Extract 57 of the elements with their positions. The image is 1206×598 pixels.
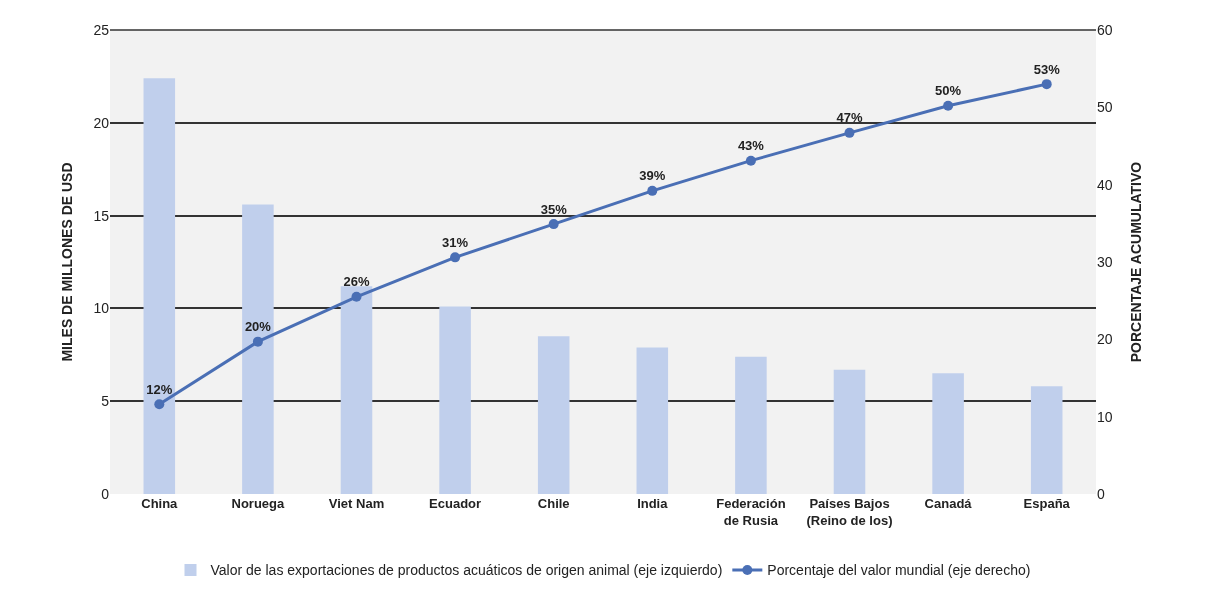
bar — [242, 204, 274, 494]
data-label: 12% — [146, 381, 173, 397]
y2-tick-label: 30 — [1097, 253, 1113, 270]
bar — [537, 336, 570, 494]
data-label: 31% — [442, 234, 469, 250]
bar — [932, 373, 964, 494]
data-label: 26% — [343, 274, 370, 290]
y2-tick-label: 60 — [1097, 21, 1113, 38]
y-tick-label: 5 — [101, 393, 110, 410]
y2-tick-label: 50 — [1097, 99, 1113, 116]
x-tick-label: Países Bajos (Reino de los) — [806, 496, 893, 528]
x-tick-label: India — [637, 496, 669, 511]
data-label: 50% — [935, 83, 962, 99]
point — [943, 100, 954, 111]
bar — [143, 78, 176, 494]
y-tick-label: 0 — [101, 485, 110, 502]
y2-tick-label: 0 — [1097, 485, 1105, 502]
bar — [340, 286, 373, 494]
y-tick-label: 25 — [93, 21, 110, 38]
x-tick-label: España — [1023, 496, 1071, 511]
point — [844, 127, 855, 138]
point — [1041, 79, 1052, 90]
x-tick-label: Federación de Rusia — [716, 496, 786, 528]
data-label: 47% — [836, 110, 863, 126]
data-label: 53% — [1033, 61, 1061, 77]
y-tick-label: 15 — [93, 207, 110, 224]
y-tick-label: 20 — [93, 114, 110, 131]
point — [154, 399, 165, 410]
x-tick-label: Viet Nam — [328, 496, 385, 511]
point — [450, 252, 461, 263]
y2-axis-title: PORCENTAJE ACUMULATIVO — [1128, 161, 1144, 363]
data-label: 43% — [737, 138, 765, 154]
bar — [735, 356, 767, 494]
y-tick-label: 10 — [93, 300, 110, 317]
bar — [439, 306, 471, 494]
x-tick-label: Ecuador — [429, 496, 482, 511]
point — [745, 155, 756, 166]
y2-tick-label: 10 — [1097, 408, 1113, 425]
x-tick-label: Noruega — [231, 496, 286, 511]
point — [647, 185, 658, 196]
bar — [833, 369, 866, 494]
x-tick-label: Canadá — [924, 496, 973, 511]
legend-label: Porcentaje del valor mundial (eje derecho) — [767, 562, 1031, 579]
legend-label: Valor de las exportaciones de productos acuáticos de origen animal (eje izquierdo) — [210, 562, 723, 579]
data-label: 35% — [540, 201, 568, 217]
y2-tick-label: 20 — [1097, 331, 1113, 348]
data-label: 20% — [244, 319, 272, 335]
bar — [636, 347, 669, 494]
point — [548, 219, 559, 230]
point — [351, 291, 362, 302]
y2-tick-label: 40 — [1097, 176, 1113, 193]
point — [252, 336, 263, 347]
y-axis-title: MILES DE MILLONES DE USD — [59, 162, 75, 362]
x-tick-label: China — [141, 496, 179, 511]
bar — [1030, 386, 1063, 494]
x-tick-label: Chile — [537, 496, 570, 511]
data-label: 39% — [639, 168, 666, 184]
